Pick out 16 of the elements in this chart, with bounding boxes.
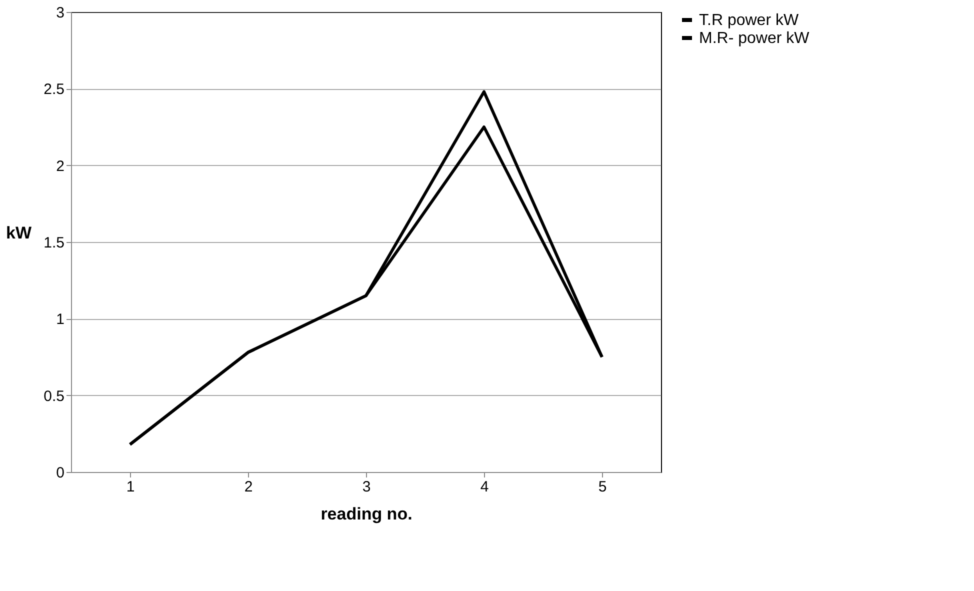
x-tick-label: 3 — [362, 478, 371, 496]
y-tick-label: 3 — [56, 4, 64, 22]
y-tick-label: 2 — [56, 158, 64, 175]
x-tick-label: 1 — [126, 478, 135, 496]
y-tick-label: 2.5 — [44, 81, 64, 98]
x-tick-label: 4 — [480, 478, 489, 496]
y-tick-label: 1.5 — [44, 234, 64, 252]
x-tick-label: 2 — [244, 478, 253, 496]
legend-label: T.R power kW — [699, 12, 800, 29]
y-tick-label: 0 — [56, 464, 64, 482]
x-axis-title: reading no. — [320, 504, 412, 524]
legend-label: M.R- power kW — [699, 30, 810, 47]
y-tick-label: 1 — [56, 311, 64, 328]
x-tick-label: 5 — [598, 478, 607, 496]
y-axis-title: kW — [6, 224, 32, 242]
y-tick-label: 0.5 — [44, 388, 64, 405]
